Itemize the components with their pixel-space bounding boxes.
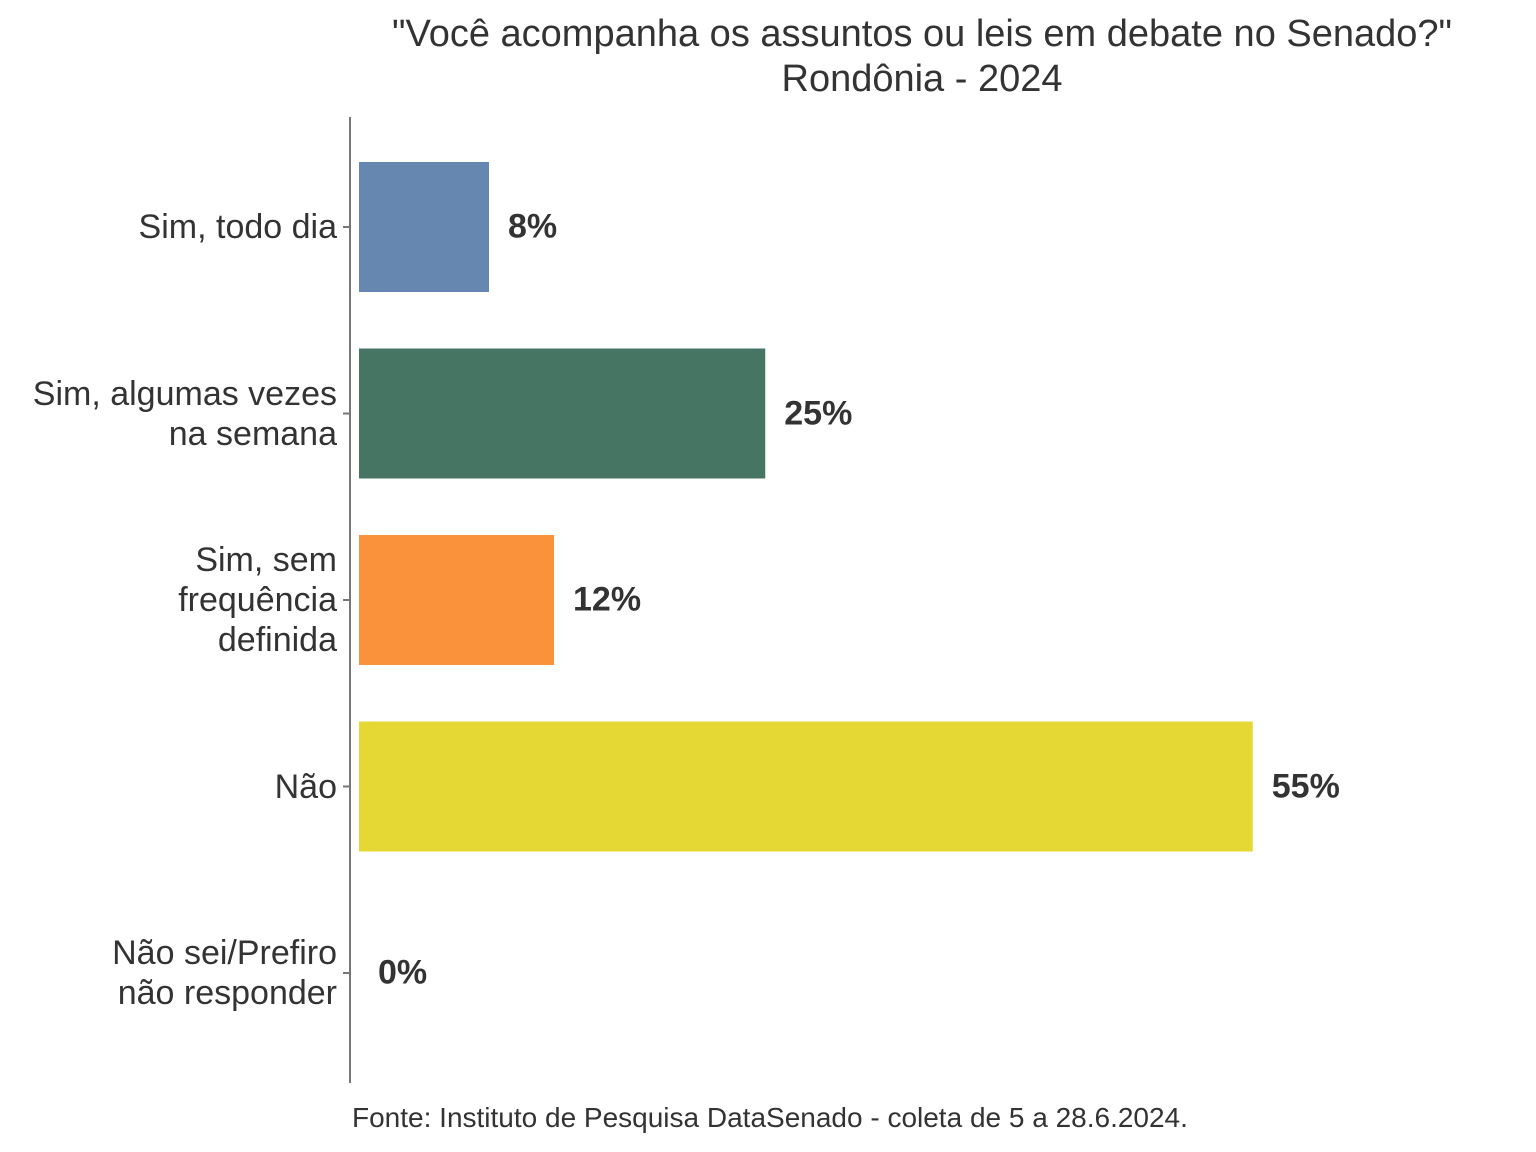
y-tick-label: Não sei/Prefiro não responder	[112, 934, 337, 1012]
y-tick-label: Sim, todo dia	[138, 208, 337, 246]
bar	[359, 162, 489, 292]
y-tick-label: Não	[274, 767, 337, 806]
bar	[359, 348, 766, 479]
value-label: 55%	[1271, 767, 1340, 805]
chart-title: "Você acompanha os assuntos ou leis em d…	[391, 13, 1453, 55]
value-label: 12%	[573, 580, 642, 619]
value-label: 0%	[378, 953, 428, 992]
y-tick-label: Sim, algumas vezes na semana	[32, 374, 337, 453]
value-label: 25%	[784, 394, 853, 432]
source: Fonte: Instituto de Pesquisa DataSenado …	[352, 1102, 1188, 1133]
bar	[359, 721, 1253, 852]
chart-subtitle: Rondônia - 2024	[781, 58, 1063, 100]
value-label: 8%	[508, 207, 558, 246]
bar	[359, 535, 554, 665]
y-tick-label: Sim, sem frequência definida	[178, 541, 337, 659]
